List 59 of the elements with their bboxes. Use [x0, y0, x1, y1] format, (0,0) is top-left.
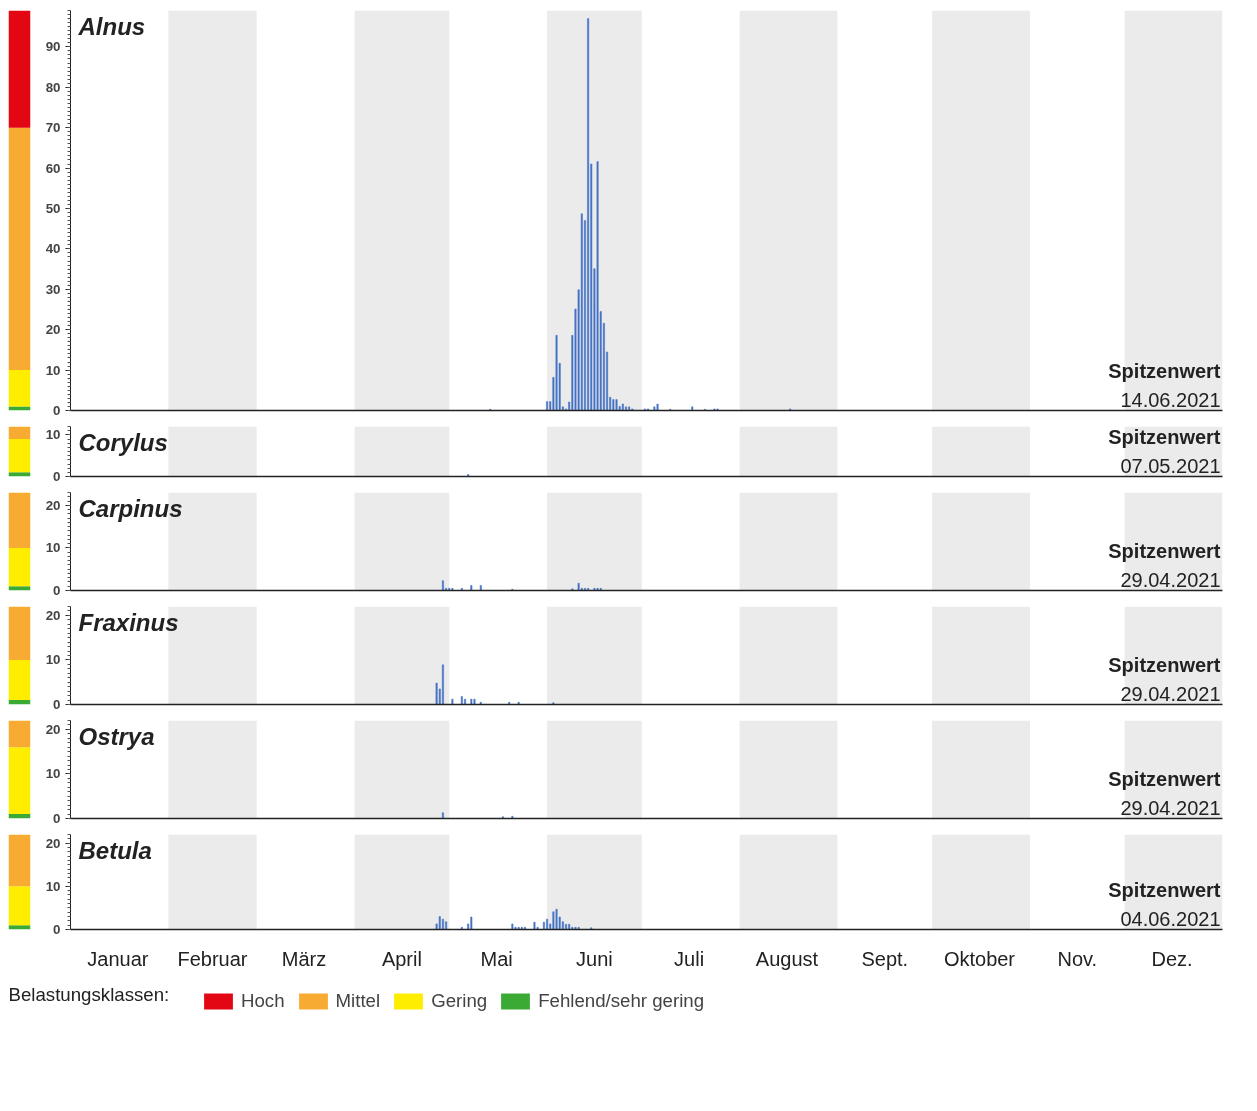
- y-tick-label: 80: [45, 79, 61, 95]
- y-tick-label: 10: [45, 540, 61, 556]
- legend-title: Belastungsklassen:: [8, 984, 170, 1005]
- y-tick-label: 10: [45, 362, 61, 378]
- annotation: 29.04.2021: [1120, 682, 1221, 705]
- chart-title: Alnus: [77, 12, 146, 40]
- y-tick-label: 20: [45, 721, 61, 737]
- annotation: Spitzenwert: [1108, 359, 1221, 382]
- y-tick-label: 40: [45, 241, 61, 257]
- x-tick-label: Juni: [576, 947, 613, 970]
- annotation: Spitzenwert: [1108, 539, 1221, 562]
- y-tick-label: 0: [53, 583, 61, 598]
- y-tick-label: 10: [45, 427, 61, 443]
- legend-label: Gering: [431, 990, 488, 1012]
- x-tick-label: April: [381, 947, 422, 970]
- y-tick-label: 10: [45, 652, 61, 668]
- chart-title: Fraxinus: [78, 608, 179, 636]
- annotation: 29.04.2021: [1120, 796, 1221, 819]
- x-tick-label: Sept.: [861, 947, 909, 970]
- y-tick-label: 30: [45, 281, 61, 297]
- annotation: Spitzenwert: [1108, 767, 1221, 790]
- y-tick-label: 10: [45, 766, 61, 782]
- y-tick-label: 60: [45, 160, 61, 176]
- y-tick-label: 0: [53, 922, 61, 937]
- annotation: 04.06.2021: [1120, 907, 1221, 930]
- chart-title: Ostrya: [78, 722, 155, 750]
- legend-label: Hoch: [241, 990, 285, 1012]
- y-tick-label: 90: [45, 39, 61, 55]
- y-tick-label: 20: [45, 497, 61, 513]
- x-tick-label: Juli: [674, 947, 705, 970]
- x-tick-label: Nov.: [1057, 947, 1098, 970]
- x-tick-label: Oktober: [943, 947, 1016, 970]
- y-tick-label: 0: [53, 469, 61, 484]
- x-tick-label: Dez.: [1151, 947, 1193, 970]
- annotation: Spitzenwert: [1108, 653, 1221, 676]
- chart-title: Corylus: [78, 428, 168, 456]
- y-tick-label: 20: [45, 322, 61, 338]
- x-tick-label: Januar: [87, 947, 149, 970]
- y-tick-label: 70: [45, 120, 61, 136]
- y-tick-label: 20: [45, 607, 61, 623]
- legend-label: Mittel: [335, 990, 381, 1012]
- y-tick-label: 0: [53, 811, 61, 826]
- y-tick-label: 0: [53, 403, 61, 418]
- annotation: Spitzenwert: [1108, 878, 1221, 901]
- annotation: 07.05.2021: [1120, 454, 1221, 477]
- y-tick-label: 10: [45, 878, 61, 894]
- chart-title: Betula: [78, 836, 152, 864]
- y-tick-label: 50: [45, 200, 61, 216]
- x-tick-label: Mai: [480, 947, 513, 970]
- chart-title: Carpinus: [78, 494, 183, 522]
- annotation: 29.04.2021: [1120, 568, 1221, 591]
- y-tick-label: 20: [45, 835, 61, 851]
- legend-label: Fehlend/sehr gering: [538, 990, 705, 1012]
- annotation: Spitzenwert: [1108, 425, 1221, 448]
- annotation: 14.06.2021: [1120, 388, 1221, 411]
- y-tick-label: 0: [53, 697, 61, 712]
- x-tick-label: März: [281, 947, 327, 970]
- x-tick-label: Februar: [177, 947, 248, 970]
- x-tick-label: August: [755, 947, 819, 970]
